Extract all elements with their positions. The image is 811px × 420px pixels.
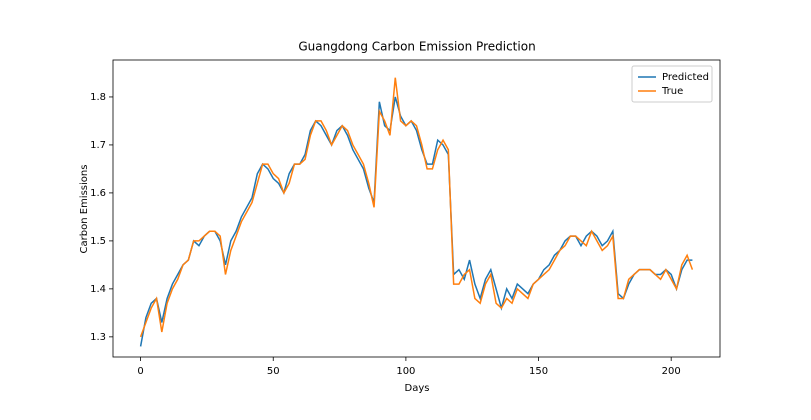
chart-title: Guangdong Carbon Emission Prediction [298, 40, 535, 54]
data-line [139, 77, 694, 338]
data-line [139, 96, 693, 347]
y-tick-label: 1.7 [90, 140, 106, 151]
legend-box [631, 65, 713, 103]
legend-label: Predicted [662, 72, 709, 83]
plot-frame [112, 59, 721, 358]
x-tick-label: 0 [137, 366, 143, 377]
y-tick-label: 1.4 [90, 284, 106, 295]
x-tick-label: 100 [396, 366, 415, 377]
y-tick-label: 1.5 [90, 236, 106, 247]
y-tick-label: 1.6 [90, 188, 106, 199]
legend-label: True [661, 86, 683, 97]
x-tick-label: 50 [267, 366, 280, 377]
y-axis-label: Carbon Emissions [79, 165, 90, 254]
x-tick-label: 150 [529, 366, 548, 377]
x-axis-label: Days [405, 383, 430, 394]
y-tick-label: 1.3 [90, 332, 106, 343]
x-tick-label: 200 [662, 366, 681, 377]
y-tick-label: 1.8 [90, 92, 106, 103]
